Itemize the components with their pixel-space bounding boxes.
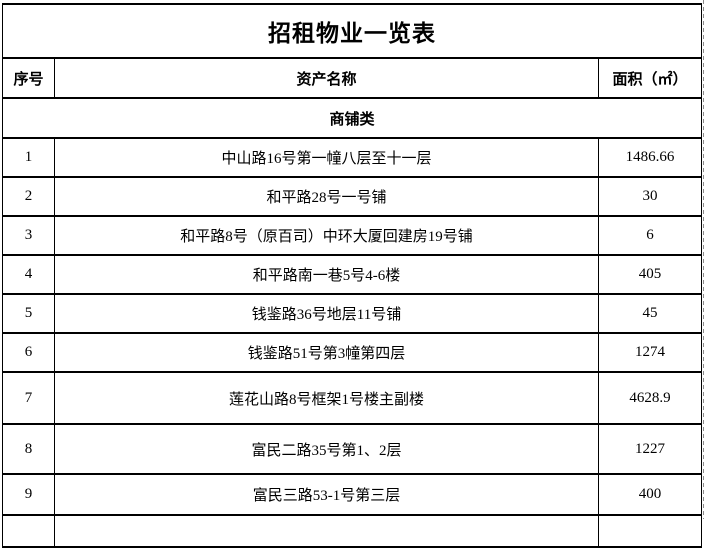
area-cell: 400 bbox=[597, 473, 703, 516]
area-cell: 45 bbox=[597, 293, 703, 334]
asset-name-cell: 和平路28号一号铺 bbox=[54, 176, 599, 217]
row-index-cell: 4 bbox=[2, 254, 55, 295]
asset-name-cell: 富民三路53-1号第三层 bbox=[54, 473, 599, 516]
asset-name-cell: 中山路16号第一幢八层至十一层 bbox=[54, 137, 599, 178]
asset-name-cell: 和平路南一巷5号4-6楼 bbox=[54, 254, 599, 295]
column-header-no: 序号 bbox=[2, 57, 55, 99]
page-title: 招租物业一览表 bbox=[1, 3, 703, 59]
rental-property-table: 招租物业一览表 序号 资产名称 面积（㎡） 商铺类 1 中山路16号第一幢八层至… bbox=[1, 3, 703, 548]
title-row: 招租物业一览表 bbox=[1, 3, 703, 59]
row-index-cell: 2 bbox=[2, 176, 55, 217]
asset-name-cell: 和平路8号（原百司）中环大厦回建房19号铺 bbox=[54, 215, 599, 256]
area-cell: 1227 bbox=[597, 423, 703, 475]
page-break-dashed-line bbox=[703, 0, 704, 519]
table-row: 3 和平路8号（原百司）中环大厦回建房19号铺 6 bbox=[2, 215, 703, 256]
row-index-cell: 8 bbox=[2, 423, 55, 475]
column-header-asset-name: 资产名称 bbox=[54, 57, 599, 99]
row-index-cell: 9 bbox=[2, 473, 55, 516]
row-index-cell: 3 bbox=[2, 215, 55, 256]
row-index-cell: 6 bbox=[2, 332, 55, 373]
area-cell: 4628.9 bbox=[597, 371, 703, 425]
area-cell: 30 bbox=[597, 176, 703, 217]
table-row: 5 钱鉴路36号地层11号铺 45 bbox=[2, 293, 703, 334]
table-row: 8 富民二路35号第1、2层 1227 bbox=[2, 423, 703, 475]
asset-name-cell: 钱鉴路51号第3幢第四层 bbox=[54, 332, 599, 373]
area-cell: 1486.66 bbox=[597, 137, 703, 178]
area-cell: 1274 bbox=[597, 332, 703, 373]
asset-name-cell: 钱鉴路36号地层11号铺 bbox=[54, 293, 599, 334]
row-index-cell: 7 bbox=[2, 371, 55, 425]
asset-name-cell: 莲花山路8号框架1号楼主副楼 bbox=[54, 371, 599, 425]
asset-name-cell: 富民二路35号第1、2层 bbox=[54, 423, 599, 475]
clipped-next-row bbox=[2, 514, 703, 548]
table-row: 4 和平路南一巷5号4-6楼 405 bbox=[2, 254, 703, 295]
table-row: 9 富民三路53-1号第三层 400 bbox=[2, 473, 703, 516]
column-header-row: 序号 资产名称 面积（㎡） bbox=[2, 57, 703, 99]
section-header-row: 商铺类 bbox=[1, 97, 703, 139]
section-header-shops: 商铺类 bbox=[1, 97, 703, 139]
column-header-area: 面积（㎡） bbox=[597, 57, 703, 99]
area-cell: 6 bbox=[597, 215, 703, 256]
row-index-cell: 1 bbox=[2, 137, 55, 178]
area-cell: 405 bbox=[597, 254, 703, 295]
table-row: 7 莲花山路8号框架1号楼主副楼 4628.9 bbox=[2, 371, 703, 425]
table-row: 6 钱鉴路51号第3幢第四层 1274 bbox=[2, 332, 703, 373]
property-table-sheet: 招租物业一览表 序号 资产名称 面积（㎡） 商铺类 1 中山路16号第一幢八层至… bbox=[1, 3, 703, 548]
table-row: 2 和平路28号一号铺 30 bbox=[2, 176, 703, 217]
row-index-cell: 5 bbox=[2, 293, 55, 334]
table-row: 1 中山路16号第一幢八层至十一层 1486.66 bbox=[2, 137, 703, 178]
